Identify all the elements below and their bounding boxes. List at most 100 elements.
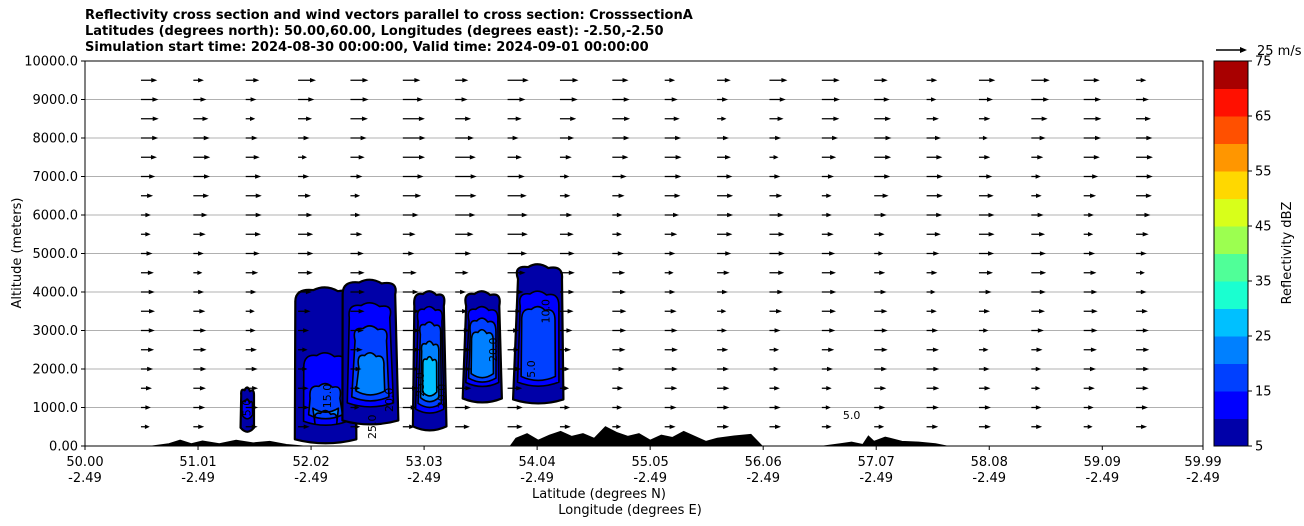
wind-vector-206: [664, 116, 680, 121]
wind-vector-43: [245, 328, 256, 333]
wind-vector-343: [1083, 405, 1094, 410]
wind-vector-135: [507, 386, 523, 391]
wind-vector-221: [717, 193, 734, 198]
x-tick-label-lon-2: -2.49: [294, 471, 328, 486]
x-tick-label-lat-1: 51.01: [179, 455, 216, 470]
wind-vector-199: [664, 251, 676, 256]
wind-vector-62: [298, 328, 310, 333]
colorbar-tick-label-1: 15: [1255, 385, 1272, 400]
wind-vector-337: [1031, 155, 1044, 160]
wind-vector-46: [245, 270, 259, 275]
wind-vector-235: [769, 289, 784, 295]
wind-vector-227: [717, 78, 731, 83]
wind-vector-70: [298, 174, 310, 179]
wind-vector-101: [402, 309, 420, 314]
wind-vector-153: [559, 405, 571, 410]
wind-vector-154: [559, 386, 570, 391]
wind-vector-242: [769, 155, 779, 160]
wind-vector-38: [245, 424, 258, 429]
wind-vector-224: [717, 135, 729, 141]
x-tick-label-lat-9: 59.09: [1084, 455, 1121, 470]
wind-vector-129: [455, 135, 474, 141]
wind-vector-16: [140, 116, 159, 121]
wind-vector-258: [821, 212, 832, 218]
wind-vector-9: [140, 251, 153, 256]
wind-vector-357: [1083, 135, 1102, 141]
wind-vector-45: [245, 289, 257, 295]
wind-vector-86: [350, 232, 363, 237]
wind-vector-78: [350, 386, 361, 391]
wind-vector-295: [926, 232, 941, 237]
wind-vector-283: [874, 97, 890, 102]
wind-vector-37: [193, 78, 204, 83]
wind-vector-184: [612, 174, 627, 179]
x-tick-label-lon-1: -2.49: [181, 471, 215, 486]
wind-vector-29: [193, 232, 206, 237]
wind-vector-19: [193, 424, 205, 429]
wind-vector-218: [717, 251, 732, 256]
y-tick-label-9: 9000.0: [33, 93, 79, 108]
wind-vector-313: [978, 251, 995, 256]
x-tick-label-lon-9: -2.49: [1085, 471, 1119, 486]
wind-vector-311: [978, 289, 992, 295]
wind-vector-173: [612, 386, 624, 391]
wind-vector-113: [402, 78, 421, 83]
wind-vector-354: [1083, 193, 1097, 198]
wind-vector-40: [245, 386, 259, 391]
wind-vector-329: [1031, 309, 1046, 314]
wind-vector-165: [559, 174, 570, 179]
wind-vector-174: [612, 366, 625, 372]
wind-vectors: [140, 78, 1153, 429]
wind-vector-342: [1083, 424, 1093, 429]
wind-vector-203: [664, 174, 682, 179]
y-tick-label-3: 3000.0: [33, 324, 79, 339]
contour-label-0: 5.0: [241, 399, 254, 417]
wind-vector-8: [140, 270, 154, 275]
wind-vector-233: [769, 328, 781, 333]
wind-vector-290: [926, 328, 939, 333]
grid-lines: [85, 99, 1203, 408]
wind-vector-139: [507, 309, 522, 314]
wind-vector-32: [193, 174, 211, 179]
wind-vector-142: [507, 251, 528, 256]
wind-vector-117: [455, 366, 472, 372]
wind-vector-226: [717, 97, 729, 102]
wind-vector-255: [821, 270, 836, 275]
x-tick-label-lon-10: -2.49: [1186, 471, 1220, 486]
colorbar-frame: [1213, 60, 1249, 447]
wind-vector-377: [1136, 116, 1152, 121]
contour-label-7: 5.0: [525, 360, 538, 378]
wind-vector-20: [193, 405, 206, 410]
wind-vector-137: [507, 347, 520, 352]
wind-vector-120: [455, 309, 469, 314]
colorbar-swatch-5: [1214, 281, 1248, 309]
wind-vector-22: [193, 366, 207, 372]
colorbar-swatch-12: [1214, 88, 1248, 117]
wind-vector-193: [664, 366, 678, 372]
wind-vector-175: [612, 347, 626, 352]
wind-vector-106: [402, 212, 419, 218]
wind-vector-336: [1031, 174, 1041, 179]
colorbar-tick-label-7: 75: [1255, 55, 1272, 70]
wind-vector-4: [140, 347, 155, 352]
contour-label-4: 25.0: [414, 372, 427, 397]
wind-vector-35: [193, 116, 209, 121]
x-tick-label-lon-5: -2.49: [633, 471, 667, 486]
title-line-1: Reflectivity cross section and wind vect…: [85, 8, 693, 23]
y-tick-label-7: 7000.0: [33, 170, 79, 185]
colorbar-swatch-9: [1214, 171, 1248, 199]
colorbar-swatch-13: [1214, 61, 1248, 89]
wind-vector-368: [1136, 289, 1147, 295]
wind-vector-266: [874, 424, 885, 429]
colorbar-swatch-2: [1214, 363, 1248, 392]
wind-vector-371: [1136, 232, 1149, 237]
wind-vector-270: [874, 347, 888, 352]
wind-vector-365: [1136, 347, 1150, 352]
wind-vector-268: [874, 386, 887, 391]
wind-vector-33: [193, 155, 211, 160]
wind-vector-201: [664, 212, 680, 218]
wind-vector-320: [978, 116, 991, 121]
wind-vector-338: [1031, 135, 1046, 141]
wind-vector-77: [350, 405, 360, 410]
